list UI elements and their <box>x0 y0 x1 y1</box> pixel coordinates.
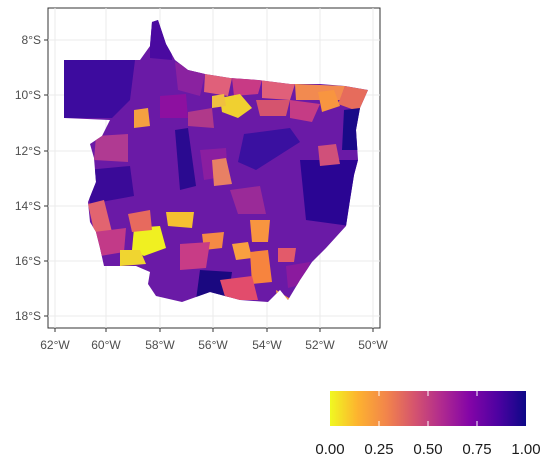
municipality <box>230 186 266 214</box>
y-tick-label: 18°S <box>15 309 41 323</box>
municipality <box>290 100 320 122</box>
municipality <box>318 144 340 166</box>
municipality <box>232 78 262 96</box>
x-tick-label: 50°W <box>358 338 388 352</box>
municipality <box>220 276 258 300</box>
y-tick-label: 12°S <box>15 144 41 158</box>
municipality <box>220 94 252 118</box>
legend: 0.00 0.25 0.50 0.75 1.00 <box>315 391 541 458</box>
municipality <box>175 62 205 96</box>
municipality <box>94 134 128 162</box>
municipality <box>262 80 295 100</box>
municipality <box>342 108 360 150</box>
x-tick-label: 54°W <box>252 338 282 352</box>
municipality <box>128 210 152 232</box>
municipality <box>196 270 232 300</box>
municipality <box>64 60 135 118</box>
municipality <box>204 74 232 96</box>
municipality <box>166 212 194 228</box>
legend-tick-label: 0.75 <box>462 441 491 458</box>
municipality <box>120 250 146 266</box>
municipality <box>212 158 232 186</box>
legend-tick-label: 0.25 <box>364 441 393 458</box>
x-tick-label: 60°W <box>91 338 121 352</box>
y-axis: 8°S 10°S 12°S 14°S 16°S 18°S <box>15 33 48 323</box>
municipality <box>256 100 290 116</box>
municipality <box>238 128 300 170</box>
x-tick-label: 52°W <box>305 338 335 352</box>
municipality <box>250 250 272 284</box>
municipality <box>338 86 368 112</box>
state-map <box>64 20 368 302</box>
municipality <box>318 90 340 112</box>
municipality <box>132 226 166 256</box>
y-tick-label: 8°S <box>22 33 41 47</box>
x-tick-label: 62°W <box>40 338 70 352</box>
municipality <box>232 242 252 260</box>
municipality <box>188 108 214 128</box>
x-tick-label: 58°W <box>145 338 175 352</box>
legend-tick-label: 0.00 <box>315 441 344 458</box>
y-tick-label: 14°S <box>15 199 41 213</box>
municipality <box>300 160 358 226</box>
municipality <box>94 228 126 256</box>
x-tick-label: 56°W <box>198 338 228 352</box>
municipality <box>278 248 296 262</box>
municipality <box>175 128 196 190</box>
legend-tick-label: 0.50 <box>413 441 442 458</box>
municipality <box>212 94 226 108</box>
x-axis: 62°W 60°W 58°W 56°W 54°W 52°W 50°W <box>40 328 388 352</box>
legend-tick-label: 1.00 <box>511 441 540 458</box>
municipality <box>134 108 150 128</box>
municipality <box>250 220 270 242</box>
municipality <box>160 94 188 118</box>
municipality <box>180 242 210 270</box>
municipality <box>86 166 134 204</box>
legend-colorbar <box>330 391 526 426</box>
y-tick-label: 16°S <box>15 254 41 268</box>
y-tick-label: 10°S <box>15 88 41 102</box>
